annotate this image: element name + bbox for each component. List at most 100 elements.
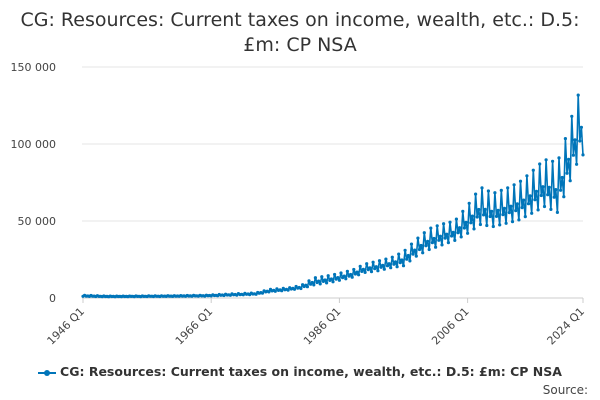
data-point [422, 231, 426, 235]
data-point [442, 222, 446, 226]
source-label: Source: [542, 383, 588, 397]
data-point [506, 186, 510, 190]
data-point [326, 274, 330, 278]
data-point [440, 243, 444, 247]
y-axis-ticks: 0 50 000 100 000 150 000 [11, 61, 57, 305]
data-point [461, 209, 465, 213]
data-point [446, 241, 450, 245]
data-point [578, 139, 582, 143]
data-point [539, 193, 543, 198]
data-point [523, 215, 527, 219]
data-point [531, 168, 535, 172]
data-point [528, 194, 532, 198]
data-point [305, 285, 309, 289]
data-point [559, 188, 563, 192]
data-point [571, 153, 576, 157]
data-point [541, 185, 545, 189]
data-point [488, 214, 492, 219]
data-point [432, 236, 436, 241]
data-point [526, 202, 531, 206]
data-point [329, 277, 333, 281]
data-point [542, 204, 547, 209]
data-point [478, 222, 482, 227]
data-point [547, 185, 551, 189]
data-point [579, 125, 584, 129]
data-point [573, 138, 577, 142]
data-point [522, 198, 526, 202]
data-point [554, 188, 558, 192]
data-point [434, 245, 438, 249]
data-point [357, 273, 361, 277]
data-point [438, 234, 442, 238]
data-point [310, 280, 314, 285]
data-point [454, 217, 458, 221]
data-point [466, 231, 470, 235]
x-tick-label: 1986 Q1 [301, 305, 344, 348]
data-point [491, 224, 495, 229]
data-point [467, 201, 471, 205]
data-point [312, 283, 316, 287]
legend[interactable]: CG: Resources: Current taxes on income, … [0, 364, 600, 379]
data-point [331, 280, 335, 284]
data-point [390, 255, 394, 259]
data-point [429, 226, 433, 230]
data-point [551, 159, 555, 163]
data-point [381, 263, 385, 267]
data-point [405, 257, 409, 261]
data-point [368, 266, 372, 270]
data-point [581, 153, 585, 157]
data-point [358, 264, 362, 268]
data-point [414, 254, 418, 258]
data-point [369, 270, 374, 274]
data-point [336, 276, 340, 280]
data-point [273, 289, 277, 293]
data-point [384, 257, 388, 261]
data-point [482, 213, 486, 217]
data-point [483, 207, 487, 211]
x-tick-label: 2024 Q1 [545, 305, 588, 348]
x-axis-ticks: 1946 Q1 1966 Q1 1986 Q1 2006 Q1 2024 Q1 [45, 305, 588, 348]
data-point [552, 195, 556, 199]
y-tick-label: 100 000 [11, 138, 57, 151]
x-axis [82, 297, 584, 303]
data-point [490, 209, 494, 213]
data-point [462, 226, 466, 230]
data-point [400, 258, 404, 262]
data-point [533, 198, 537, 202]
data-point [424, 244, 428, 248]
data-point [525, 174, 529, 178]
data-point [408, 259, 412, 263]
data-point [430, 241, 434, 245]
data-point [416, 236, 420, 240]
data-point [520, 206, 524, 210]
data-point [456, 231, 460, 235]
data-point [509, 204, 513, 208]
data-point [474, 192, 478, 196]
data-point [475, 215, 479, 219]
data-point [292, 287, 297, 291]
data-point [435, 224, 439, 228]
data-point [544, 158, 548, 162]
data-point [427, 247, 431, 252]
data-point [411, 252, 415, 256]
data-point [345, 269, 349, 273]
data-point [514, 209, 518, 213]
y-tick-label: 0 [49, 292, 56, 305]
data-point [501, 213, 505, 217]
data-point [392, 262, 396, 266]
data-point [534, 189, 539, 193]
data-point [557, 156, 561, 160]
data-point [560, 175, 564, 180]
y-tick-label: 50 000 [18, 215, 57, 228]
data-point [480, 186, 484, 190]
data-point [325, 281, 329, 285]
x-tick-label: 2006 Q1 [429, 305, 472, 348]
data-point [260, 291, 265, 295]
data-point [470, 214, 474, 218]
data-point [472, 227, 476, 231]
data-point [538, 162, 542, 166]
data-point [568, 179, 572, 183]
data-point [567, 157, 571, 161]
data-point [515, 202, 519, 206]
data-point [342, 274, 346, 278]
